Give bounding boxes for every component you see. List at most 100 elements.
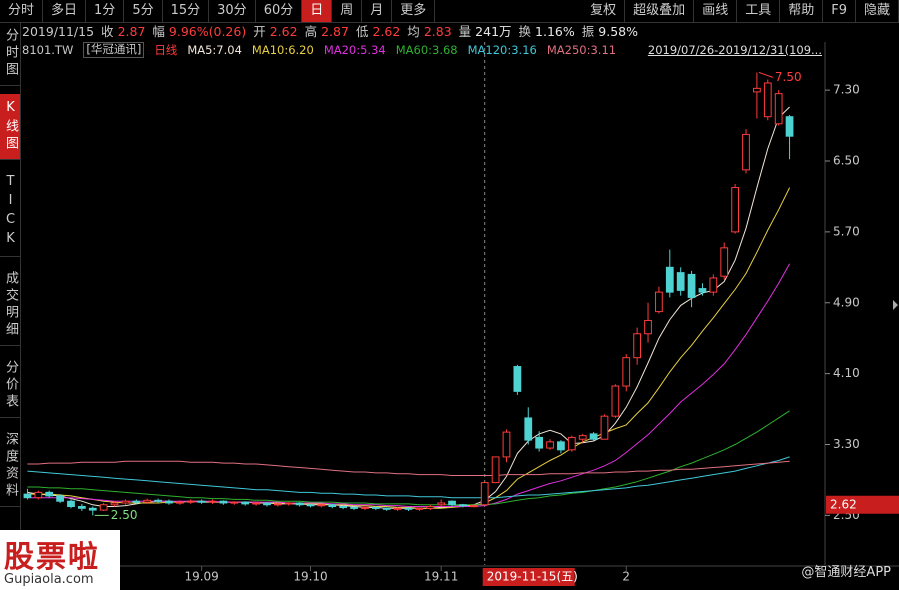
quote-value: 9.58% bbox=[598, 24, 638, 39]
quote-value: 1.16% bbox=[535, 24, 575, 39]
legend-entry: MA5:7.04 bbox=[187, 43, 242, 57]
quote-label: 开 bbox=[253, 24, 266, 39]
candle-body bbox=[393, 507, 402, 510]
candle-body bbox=[524, 417, 533, 441]
candle-body bbox=[491, 456, 500, 484]
y-tick-label: 3.30 bbox=[833, 437, 860, 451]
candle-body bbox=[371, 506, 380, 509]
quote-item: 换 1.16% bbox=[519, 22, 575, 42]
candle-body bbox=[186, 500, 195, 503]
candle-body bbox=[589, 433, 598, 440]
y-tick-label: 4.10 bbox=[833, 366, 860, 380]
legend-entry: MA10:6.20 bbox=[251, 43, 314, 57]
period-tab[interactable]: 5分 bbox=[124, 0, 163, 22]
candle-body bbox=[753, 87, 761, 93]
candle-body bbox=[578, 435, 587, 440]
quote-item: 收 2.87 bbox=[101, 22, 145, 42]
legend-entry: MA60:3.68 bbox=[395, 43, 458, 57]
tool-button[interactable]: F9 bbox=[823, 0, 856, 22]
candle-body bbox=[143, 499, 152, 503]
candle-body bbox=[339, 506, 348, 509]
candle-body bbox=[600, 415, 609, 440]
candle-body bbox=[99, 504, 108, 511]
candle-body bbox=[448, 500, 456, 506]
candle-body bbox=[34, 491, 43, 499]
side-tab[interactable]: 成交明细 bbox=[0, 265, 20, 346]
period-tab[interactable]: 更多 bbox=[392, 0, 436, 22]
candle-body bbox=[742, 133, 750, 171]
candle-body bbox=[175, 501, 184, 504]
candle-body bbox=[295, 502, 304, 506]
tool-button[interactable]: 工具 bbox=[737, 0, 781, 22]
candle-body bbox=[622, 357, 631, 387]
period-tab[interactable]: 60分 bbox=[256, 0, 303, 22]
candle-body bbox=[644, 319, 652, 335]
tool-button[interactable]: 隐藏 bbox=[856, 0, 899, 22]
legend-entry: MA20:5.34 bbox=[323, 43, 386, 57]
legend-entry: MA250:3.11 bbox=[546, 43, 617, 57]
crosshair-label: 2019-11-15(五) bbox=[487, 570, 578, 584]
period-tab[interactable]: 30分 bbox=[209, 0, 256, 22]
side-tab[interactable]: 分时图 bbox=[0, 22, 20, 86]
candle-body bbox=[252, 502, 260, 505]
quote-value: 241万 bbox=[475, 24, 512, 39]
period-tab[interactable]: 月 bbox=[362, 0, 393, 22]
candle-body bbox=[284, 502, 293, 505]
quote-item: 均 2.83 bbox=[407, 22, 451, 42]
candle-body bbox=[110, 502, 119, 506]
marker-label: 2.50 bbox=[111, 508, 138, 522]
period-tab[interactable]: 多日 bbox=[43, 0, 87, 22]
quote-label: 幅 bbox=[152, 24, 165, 39]
candle-body bbox=[513, 366, 522, 392]
candle-body bbox=[382, 507, 391, 510]
last-price-bg bbox=[826, 495, 899, 514]
side-tab[interactable]: 深度资料 bbox=[0, 426, 20, 507]
y-tick-label: 4.90 bbox=[833, 295, 860, 309]
candle-body bbox=[731, 187, 739, 233]
candle-body bbox=[567, 436, 576, 451]
tool-button[interactable]: 复权 bbox=[582, 0, 626, 22]
candle-body bbox=[611, 385, 620, 417]
quote-item: 振 9.58% bbox=[582, 22, 638, 42]
candle-body bbox=[774, 93, 783, 125]
side-tab[interactable]: TICK bbox=[0, 168, 20, 257]
candle-body bbox=[67, 500, 75, 508]
side-tab[interactable]: K线图 bbox=[0, 94, 20, 160]
candle-body bbox=[88, 507, 97, 511]
ma-line bbox=[27, 456, 790, 499]
scroll-arrow[interactable] bbox=[893, 300, 898, 310]
x-tick-label: 19.10 bbox=[293, 570, 327, 584]
period-tab[interactable]: 周 bbox=[332, 0, 363, 22]
y-tick-label: 5.70 bbox=[833, 224, 860, 238]
tool-button[interactable]: 画线 bbox=[694, 0, 738, 22]
period-tab[interactable]: 15分 bbox=[163, 0, 210, 22]
candle-body bbox=[546, 441, 554, 449]
candle-body bbox=[535, 436, 544, 449]
tool-button[interactable]: 超级叠加 bbox=[625, 0, 695, 22]
candle-body bbox=[698, 288, 707, 293]
candle-body bbox=[469, 505, 478, 508]
quote-item: 高 2.87 bbox=[305, 22, 349, 42]
side-tab[interactable]: 分价表 bbox=[0, 354, 20, 418]
ma-line bbox=[27, 187, 791, 509]
period-tab[interactable]: 1分 bbox=[86, 0, 125, 22]
quote-bar: 2019/11/15 收 2.87 幅 9.96%(0.26) 开 2.62 高 2.87 低 2.… bbox=[22, 22, 638, 42]
tool-button[interactable]: 帮助 bbox=[780, 0, 824, 22]
candle-body bbox=[502, 431, 511, 458]
tools: 复权 超级叠加 画线 工具 帮助 F9 隐藏 bbox=[582, 0, 899, 22]
candle-body bbox=[720, 247, 729, 277]
logo-site: Gupiaola.com bbox=[4, 572, 94, 587]
candle-body bbox=[165, 500, 173, 504]
period-tab[interactable]: 日 bbox=[302, 0, 333, 22]
tabs: 分时 多日 1分 5分 15分 30分 60分日周月更多 bbox=[0, 0, 436, 22]
candle-body bbox=[132, 500, 141, 503]
quote-value: 9.96%(0.26) bbox=[168, 24, 247, 39]
period: 日线 bbox=[154, 43, 178, 57]
quote-label: 低 bbox=[355, 24, 369, 39]
date-range[interactable]: 2019/07/26-2019/12/31(109... bbox=[647, 43, 822, 57]
quote-item: 开 2.62 bbox=[253, 22, 297, 42]
candle-body bbox=[361, 506, 369, 509]
period-tab[interactable]: 分时 bbox=[0, 0, 44, 22]
x-tick-label: 19.09 bbox=[184, 570, 218, 584]
